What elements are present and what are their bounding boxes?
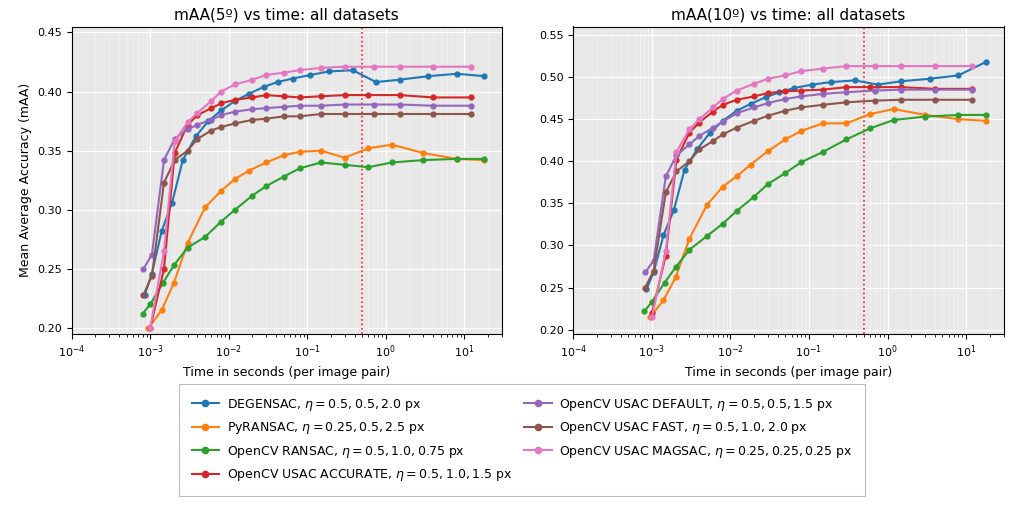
Title: mAA(5º) vs time: all datasets: mAA(5º) vs time: all datasets	[174, 7, 399, 23]
X-axis label: Time in seconds (per image pair): Time in seconds (per image pair)	[183, 366, 390, 379]
Title: mAA(10º) vs time: all datasets: mAA(10º) vs time: all datasets	[672, 7, 905, 23]
X-axis label: Time in seconds (per image pair): Time in seconds (per image pair)	[685, 366, 892, 379]
Y-axis label: Mean Average Accuracy (mAA): Mean Average Accuracy (mAA)	[18, 83, 32, 277]
Legend: DEGENSAC, $\eta = 0.5, 0.5, 2.0$ px, PyRANSAC, $\eta = 0.25, 0.5, 2.5$ px, OpenC: DEGENSAC, $\eta = 0.5, 0.5, 2.0$ px, PyR…	[179, 384, 865, 496]
